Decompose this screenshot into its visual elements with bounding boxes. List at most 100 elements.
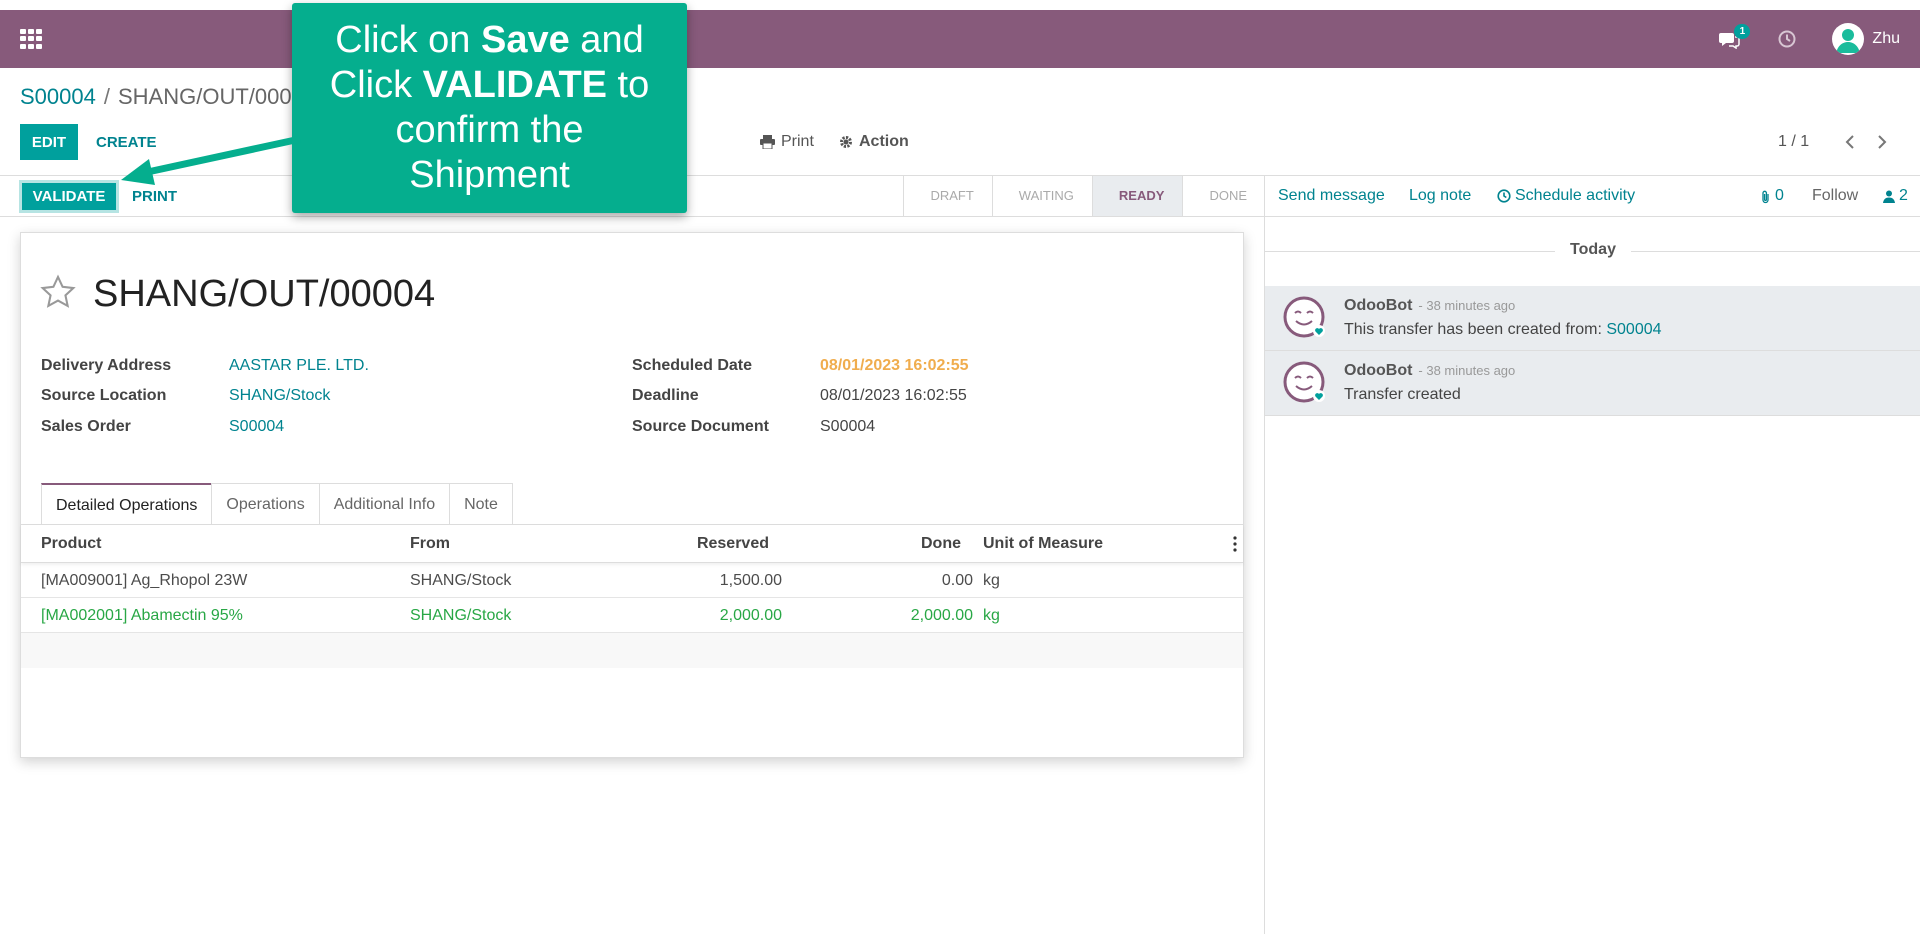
attachments-count: 0 <box>1775 187 1784 204</box>
breadcrumb-separator: / <box>103 84 110 109</box>
row-from: SHANG/Stock <box>410 607 512 624</box>
row-product: [MA002001] Abamectin 95% <box>41 607 243 624</box>
source-location-value[interactable]: SHANG/Stock <box>229 387 331 404</box>
message-author[interactable]: OdooBot <box>1344 297 1413 314</box>
action-menu-label: Action <box>859 133 909 150</box>
message-body: Transfer created <box>1344 386 1461 403</box>
pager-value[interactable]: 1 / 1 <box>1778 133 1810 150</box>
form-sheet: SHANG/OUT/00004 Delivery Address AASTAR … <box>20 232 1244 758</box>
chevron-right-icon[interactable] <box>1870 130 1894 154</box>
tooltip-save-keyword: Save <box>481 19 570 61</box>
stage-waiting: WAITING <box>991 176 1092 216</box>
stage-done: DONE <box>1182 176 1265 216</box>
edit-button[interactable]: EDIT <box>20 124 78 160</box>
scheduled-date-label: Scheduled Date <box>632 357 753 374</box>
delivery-address-value[interactable]: AASTAR PLE. LTD. <box>229 357 369 374</box>
message-date: - 38 minutes ago <box>1418 298 1516 313</box>
stage-draft: DRAFT <box>903 176 991 216</box>
tab-detailed-operations[interactable]: Detailed Operations <box>41 483 213 525</box>
message-date: - 38 minutes ago <box>1418 363 1516 378</box>
clock-icon <box>1497 189 1511 203</box>
tooltip-validate-keyword: VALIDATE <box>422 64 607 106</box>
tutorial-tooltip: Click on Save and Click VALIDATE to conf… <box>292 3 687 213</box>
move-lines-table: Product From Reserved Done Unit of Measu… <box>21 524 1243 668</box>
tab-additional-info[interactable]: Additional Info <box>318 483 451 525</box>
odoobot-avatar <box>1283 296 1325 338</box>
source-document-label: Source Document <box>632 418 769 435</box>
validate-button[interactable]: VALIDATE <box>19 180 119 213</box>
breadcrumb-current: SHANG/OUT/00004 <box>117 84 317 109</box>
row-reserved: 2,000.00 <box>719 607 782 624</box>
follow-button[interactable]: Follow <box>1812 176 1858 216</box>
messaging-badge: 1 <box>1734 24 1751 39</box>
row-from: SHANG/Stock <box>410 572 512 589</box>
header-done[interactable]: Done <box>921 535 961 552</box>
message-body: This transfer has been created from: <box>1344 321 1602 338</box>
gear-icon <box>840 136 852 148</box>
attachments-button[interactable]: 0 <box>1760 176 1784 216</box>
record-title: SHANG/OUT/00004 <box>93 273 436 315</box>
paperclip-icon <box>1762 190 1769 203</box>
apps-menu-icon[interactable] <box>20 29 43 49</box>
row-reserved: 1,500.00 <box>719 572 782 589</box>
table-row[interactable]: [MA009001] Ag_Rhopol 23W SHANG/Stock 1,5… <box>21 563 1243 598</box>
followers-button[interactable]: 2 <box>1883 176 1908 216</box>
source-document-value: S00004 <box>820 418 876 435</box>
chatter-panel: Send message Log note Schedule activity … <box>1264 175 1920 934</box>
tab-note[interactable]: Note <box>449 483 513 525</box>
user-avatar[interactable] <box>1832 23 1865 55</box>
log-note-button[interactable]: Log note <box>1409 176 1471 216</box>
row-done: 2,000.00 <box>910 607 973 624</box>
header-product[interactable]: Product <box>41 535 102 552</box>
row-product: [MA009001] Ag_Rhopol 23W <box>41 572 248 589</box>
pointer-arrow-icon <box>121 135 301 185</box>
day-separator: Today <box>1265 241 1920 259</box>
followers-count: 2 <box>1899 187 1908 204</box>
stage-ready: READY <box>1091 176 1183 216</box>
tooltip-text: Click <box>329 64 423 106</box>
user-icon <box>1883 190 1895 203</box>
top-navbar: 1 Zhu <box>0 10 1920 68</box>
chevron-left-icon[interactable] <box>1838 130 1862 154</box>
navbar-systray: 1 Zhu <box>1718 10 1920 68</box>
table-empty-row <box>21 633 1243 668</box>
chatter-topbar: Send message Log note Schedule activity … <box>1265 175 1920 217</box>
user-name[interactable]: Zhu <box>1872 30 1900 47</box>
table-row[interactable]: [MA002001] Abamectin 95% SHANG/Stock 2,0… <box>21 598 1243 633</box>
messaging-icon[interactable]: 1 <box>1718 24 1751 50</box>
star-icon[interactable] <box>39 273 77 311</box>
header-unit-of-measure[interactable]: Unit of Measure <box>983 535 1104 552</box>
chatter-message: OdooBot - 38 minutes ago This transfer ha… <box>1265 286 1920 351</box>
chatter-message: OdooBot - 38 minutes ago Transfer created <box>1265 351 1920 416</box>
print-button[interactable]: PRINT <box>132 180 177 213</box>
table-header: Product From Reserved Done Unit of Measu… <box>21 525 1243 563</box>
deadline-value: 08/01/2023 16:02:55 <box>820 387 967 404</box>
schedule-activity-button[interactable]: Schedule activity <box>1497 176 1635 216</box>
print-menu-button[interactable]: Print <box>760 124 814 160</box>
tab-operations[interactable]: Operations <box>211 483 320 525</box>
stage-pipeline: DRAFT WAITING READY DONE <box>903 176 1265 216</box>
breadcrumb-parent[interactable]: S00004 <box>20 84 96 109</box>
header-from[interactable]: From <box>410 535 450 552</box>
action-menu-button[interactable]: Action <box>839 124 909 160</box>
tooltip-text: Click on <box>335 19 481 61</box>
tooltip-text: and <box>569 19 644 61</box>
source-location-label: Source Location <box>41 387 167 404</box>
odoobot-avatar <box>1283 361 1325 403</box>
message-link[interactable]: S00004 <box>1606 321 1662 338</box>
message-author[interactable]: OdooBot <box>1344 362 1413 379</box>
sales-order-label: Sales Order <box>41 418 131 435</box>
print-menu-label: Print <box>781 133 814 150</box>
row-uom: kg <box>983 607 1000 624</box>
create-button[interactable]: CREATE <box>96 124 157 160</box>
header-reserved[interactable]: Reserved <box>696 535 769 552</box>
activity-clock-icon[interactable] <box>1778 30 1796 48</box>
row-uom: kg <box>983 572 1000 589</box>
notebook-tabs: Detailed Operations Operations Additiona… <box>41 483 513 525</box>
delivery-address-label: Delivery Address <box>41 357 172 374</box>
column-options-icon[interactable] <box>1233 536 1237 552</box>
printer-icon <box>760 135 775 149</box>
send-message-button[interactable]: Send message <box>1278 176 1385 216</box>
sales-order-value[interactable]: S00004 <box>229 418 285 435</box>
schedule-activity-label: Schedule activity <box>1515 187 1636 204</box>
